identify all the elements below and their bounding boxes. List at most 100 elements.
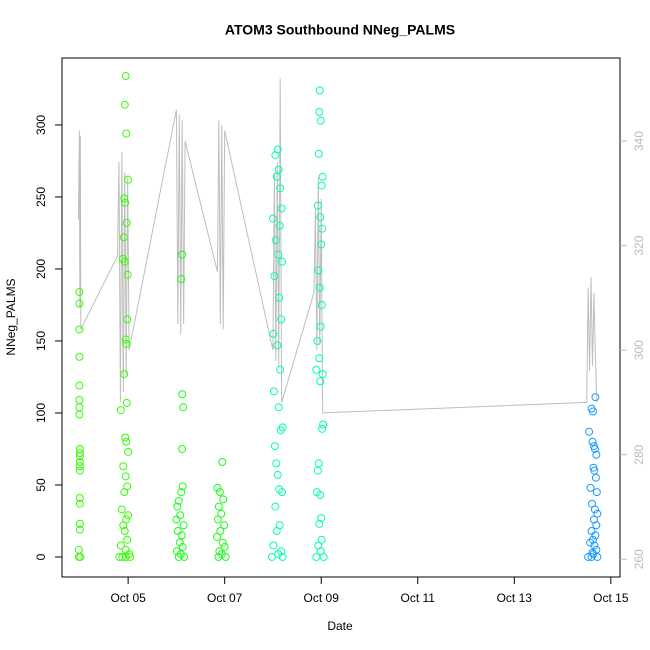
plot-frame	[61, 57, 621, 578]
scatter-point	[585, 427, 594, 436]
scatter-point	[591, 473, 600, 482]
scatter-point	[123, 535, 132, 544]
scatter-point	[316, 322, 325, 331]
scatter-point	[172, 515, 181, 524]
scatter-point	[272, 172, 281, 181]
scatter-point	[213, 483, 222, 492]
scatter-point	[314, 149, 323, 158]
scatter-point	[588, 535, 597, 544]
y-tick-label: 50	[34, 478, 48, 492]
scatter-point	[75, 410, 84, 419]
scatter-point	[124, 447, 133, 456]
scatter-point	[178, 390, 187, 399]
scatter-point	[318, 424, 327, 433]
x-tick-label: Oct 15	[593, 591, 629, 605]
y-tick-label: 200	[34, 259, 48, 279]
y2-tick-label: 280	[632, 444, 646, 464]
scatter-point	[119, 521, 128, 530]
scatter-point	[313, 201, 322, 210]
scatter-point	[115, 552, 124, 561]
scatter-point	[275, 485, 284, 494]
scatter-point	[116, 541, 125, 550]
scatter-point	[120, 194, 129, 203]
y-tick-label: 100	[34, 403, 48, 423]
scatter-point	[75, 325, 84, 334]
scatter-point	[177, 531, 186, 540]
scatter-point	[122, 398, 131, 407]
scatter-point	[278, 552, 287, 561]
scatter-point	[75, 449, 84, 458]
scatter-point	[592, 450, 601, 459]
scatter-point	[592, 521, 601, 530]
scatter-point	[75, 352, 84, 361]
scatter-point	[124, 175, 133, 184]
scatter-point	[272, 459, 281, 468]
scatter-point	[215, 488, 224, 497]
scatter-point	[213, 515, 222, 524]
scatter-point	[588, 548, 597, 557]
scatter-point	[75, 288, 84, 297]
scatter-point	[316, 213, 325, 222]
scatter-point	[273, 470, 282, 479]
scatter-point	[276, 426, 285, 435]
scatter-point	[75, 396, 84, 405]
scatter-point	[315, 86, 324, 95]
scatter-point	[174, 496, 183, 505]
scatter-point	[273, 341, 282, 350]
scatter-point	[317, 300, 326, 309]
scatter-point	[591, 393, 600, 402]
scatter-point	[587, 552, 596, 561]
scatter-point	[315, 519, 324, 528]
scatter-point	[120, 527, 129, 536]
scatter-point	[119, 462, 128, 471]
y-tick-label: 0	[34, 553, 48, 560]
scatter-point	[278, 257, 287, 266]
scatter-point	[587, 527, 596, 536]
scatter-point	[271, 236, 280, 245]
y2-tick-label: 260	[632, 549, 646, 569]
scatter-point	[178, 482, 187, 491]
scatter-point	[75, 457, 84, 466]
x-tick-label: Oct 05	[110, 591, 146, 605]
scatter-point	[120, 370, 129, 379]
scatter-point	[75, 403, 84, 412]
scatter-point	[123, 270, 132, 279]
scatter-point	[120, 100, 129, 109]
y-tick-label: 150	[34, 331, 48, 351]
y2-tick-label: 340	[632, 131, 646, 151]
scatter-point	[174, 552, 183, 561]
scatter-point	[315, 354, 324, 363]
scatter-point	[118, 552, 127, 561]
scatter-point	[274, 403, 283, 412]
scatter-point	[269, 541, 278, 550]
scatter-point	[316, 377, 325, 386]
scatter-point	[274, 165, 283, 174]
scatter-point	[120, 488, 129, 497]
scatter-point	[270, 272, 279, 281]
scatter-point	[123, 315, 132, 324]
scatter-point	[121, 198, 130, 207]
scatter-point	[272, 527, 281, 536]
scatter-point	[218, 538, 227, 547]
scatter-point	[275, 221, 284, 230]
scatter-point	[316, 491, 325, 500]
scatter-point	[124, 511, 133, 520]
y-axis-label: NNeg_PALMS	[4, 278, 18, 355]
scatter-point	[179, 403, 188, 412]
scatter-point	[270, 442, 279, 451]
scatter-point	[120, 257, 129, 266]
scatter-point	[586, 538, 595, 547]
x-axis-label: Date	[327, 619, 353, 633]
x-tick-label: Oct 09	[304, 591, 340, 605]
scatter-point	[317, 240, 326, 249]
scatter-point	[76, 552, 85, 561]
scatter-point	[117, 505, 126, 514]
scatter-point	[593, 509, 602, 518]
scatter-point	[312, 552, 321, 561]
scatter-point	[121, 552, 130, 561]
scatter-point	[75, 525, 84, 534]
scatter-point	[277, 547, 286, 556]
scatter-point	[271, 151, 280, 160]
scatter-point	[214, 502, 223, 511]
